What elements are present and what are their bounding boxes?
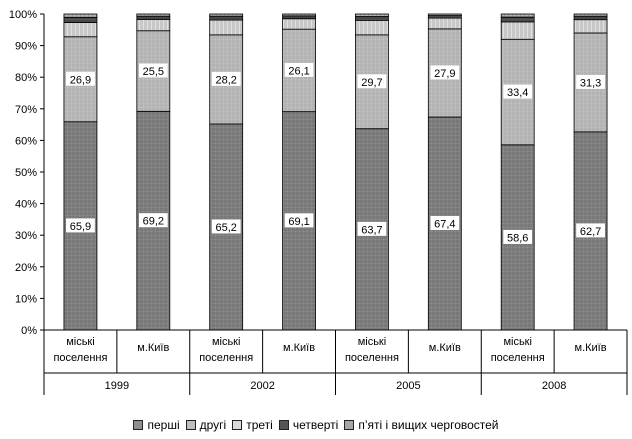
x-category-label: м.Київ (283, 342, 315, 354)
bars: 65,9 26,9 69,2 25,5 65,2 28,2 69,1 26,1 63,7 29,7… (63, 13, 608, 331)
legend-label: перші (147, 418, 180, 432)
data-label-box (357, 74, 387, 89)
legend-swatch (278, 420, 289, 430)
data-label: 65,2 (215, 222, 236, 234)
data-label: 25,5 (143, 66, 164, 78)
data-label-box (138, 63, 168, 78)
bar-segment (63, 13, 98, 18)
data-label-box (284, 62, 314, 77)
x-group-label: 2005 (396, 380, 420, 392)
y-tick-label: 100% (9, 9, 37, 21)
y-tick-label: 40% (15, 199, 37, 211)
legend-label: четверті (292, 418, 339, 432)
data-label-box (284, 213, 314, 228)
data-label: 33,4 (507, 87, 528, 99)
data-label: 26,9 (70, 74, 91, 86)
data-label: 31,3 (580, 77, 601, 89)
bar-segment (427, 17, 462, 30)
data-label-box (211, 219, 241, 234)
x-category-label: м.Київ (137, 342, 169, 354)
bar-segment (355, 19, 389, 36)
data-label: 58,6 (507, 232, 528, 244)
y-tick-label: 70% (15, 104, 37, 116)
data-label: 26,1 (288, 65, 309, 77)
legend-label: п’яті і вищих черговостей (358, 418, 499, 432)
data-label: 67,4 (434, 219, 455, 231)
data-label: 28,2 (215, 74, 236, 86)
x-category-label: міські поселення (491, 336, 545, 364)
bar-segment (500, 16, 535, 23)
bar-segment (136, 13, 171, 17)
stacked-bar-chart: 0% 10% 20% 30% 40% 50% 60% 70% 80% 90% 100% 65,9 26… (9, 9, 628, 395)
bar-segment (573, 19, 608, 34)
bar-segment (63, 17, 98, 23)
legend-swatch (133, 420, 144, 430)
y-tick-label: 60% (15, 135, 37, 147)
data-label-box (503, 84, 533, 99)
data-label: 69,2 (143, 216, 164, 228)
bar-segment (209, 13, 244, 17)
data-label-box (503, 229, 533, 244)
bar-segment (282, 15, 316, 20)
y-axis: 0% 10% 20% 30% 40% 50% 60% 70% 80% 90% 100% (9, 9, 45, 337)
data-label-box (576, 223, 605, 238)
data-label-box (357, 221, 387, 236)
data-label: 63,7 (361, 224, 382, 236)
data-label-box (576, 74, 605, 89)
x-category-label: міські поселення (53, 336, 107, 364)
legend-swatch (185, 420, 196, 430)
bar-segment (355, 16, 389, 21)
bar-segment (500, 13, 535, 18)
bar-segment (573, 13, 608, 17)
legend-item: п’яті і вищих черговостей (344, 418, 499, 432)
bar-segment (355, 13, 389, 17)
data-label: 69,1 (288, 216, 309, 228)
data-label: 29,7 (361, 77, 382, 89)
x-axis: міські поселення м.Київ міські поселення м.Ки… (43, 329, 628, 395)
y-tick-label: 50% (15, 167, 37, 179)
data-label: 27,9 (434, 68, 455, 80)
data-label-box (211, 71, 241, 86)
data-label-box (430, 216, 460, 231)
y-tick-label: 20% (15, 262, 37, 274)
bar-segment (136, 15, 171, 20)
legend-swatch (344, 420, 355, 430)
legend-swatch (232, 420, 243, 430)
bar-segment (63, 22, 98, 38)
legend-item: четверті (278, 418, 339, 432)
x-group-label: 2002 (250, 380, 274, 392)
x-category-label: міські поселення (199, 336, 253, 364)
data-label-box (66, 71, 95, 86)
data-label-box (66, 218, 95, 233)
bar-segment (573, 15, 608, 21)
y-tick-label: 90% (15, 41, 37, 53)
legend: перші другі треті четверті п’яті і вищих чер… (0, 418, 632, 432)
y-tick-label: 10% (15, 293, 37, 305)
bar-segment (282, 13, 316, 17)
data-label: 65,9 (70, 221, 91, 233)
bar-segment (427, 13, 462, 16)
bar-segment (282, 18, 316, 30)
legend-label: треті (246, 418, 273, 432)
data-label: 62,7 (580, 226, 601, 238)
data-label-box (430, 65, 460, 80)
legend-item: треті (232, 418, 273, 432)
x-category-label: м.Київ (429, 342, 461, 354)
x-category-label: міські поселення (345, 336, 399, 364)
x-category-label: м.Київ (575, 342, 607, 354)
legend-item: другі (185, 418, 227, 432)
bar-segment (209, 15, 244, 21)
legend-item: перші (133, 418, 180, 432)
bar-segment (500, 21, 535, 40)
x-group-label: 1999 (105, 380, 129, 392)
bar-segment (209, 19, 244, 36)
data-label-box (138, 213, 168, 228)
x-group-label: 2008 (542, 380, 566, 392)
legend-label: другі (199, 418, 227, 432)
y-tick-label: 30% (15, 230, 37, 242)
y-tick-label: 0% (21, 325, 37, 337)
bar-segment (136, 18, 171, 32)
y-tick-label: 80% (15, 72, 37, 84)
